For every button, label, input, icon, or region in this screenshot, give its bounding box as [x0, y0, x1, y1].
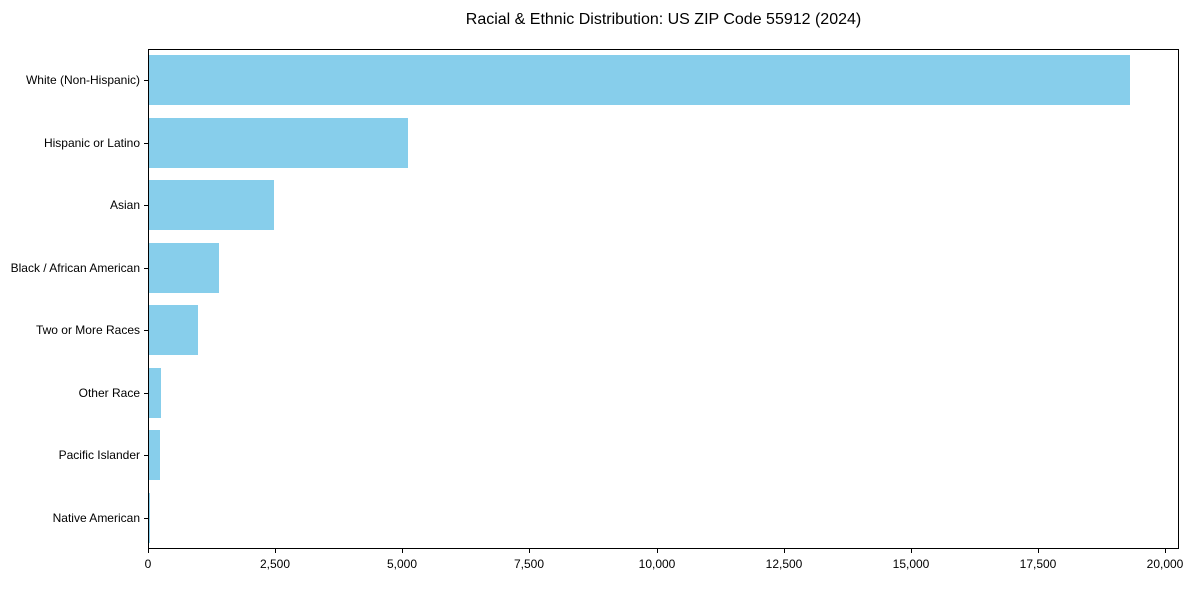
- x-tick-mark: [402, 549, 403, 553]
- y-tick-mark: [144, 80, 148, 81]
- x-tick-label: 2,500: [259, 557, 291, 571]
- y-tick-mark: [144, 205, 148, 206]
- x-tick-mark: [911, 549, 912, 553]
- x-tick-label: 7,500: [513, 557, 545, 571]
- x-tick-label: 0: [144, 557, 152, 571]
- chart-title: Racial & Ethnic Distribution: US ZIP Cod…: [465, 11, 862, 28]
- x-tick-mark: [657, 549, 658, 553]
- y-tick-mark: [144, 518, 148, 519]
- bar-black-african-american: [149, 242, 219, 293]
- y-tick-label-two-or-more-races: Two or More Races: [35, 323, 140, 337]
- bar-asian: [149, 180, 274, 231]
- y-tick-label-hispanic-or-latino: Hispanic or Latino: [43, 136, 140, 150]
- bar-native-american: [149, 492, 151, 543]
- x-tick-mark: [529, 549, 530, 553]
- y-tick-mark: [144, 143, 148, 144]
- x-tick-mark: [1165, 549, 1166, 553]
- y-tick-mark: [144, 268, 148, 269]
- bar-white-non-hispanic: [149, 55, 1131, 106]
- y-tick-label-other-race: Other Race: [78, 386, 140, 400]
- x-tick-label: 10,000: [638, 557, 676, 571]
- x-tick-mark: [148, 549, 149, 553]
- y-tick-label-native-american: Native American: [52, 511, 140, 525]
- y-tick-label-pacific-islander: Pacific Islander: [58, 448, 140, 462]
- x-tick-label: 20,000: [1146, 557, 1184, 571]
- plot-area: [148, 49, 1179, 549]
- y-tick-label-white-non-hispanic: White (Non-Hispanic): [25, 73, 140, 87]
- x-tick-label: 17,500: [1019, 557, 1057, 571]
- x-tick-label: 12,500: [765, 557, 803, 571]
- y-tick-mark: [144, 455, 148, 456]
- y-tick-label-asian: Asian: [109, 198, 140, 212]
- bar-two-or-more-races: [149, 305, 198, 356]
- bar-other-race: [149, 367, 162, 418]
- x-tick-mark: [275, 549, 276, 553]
- x-tick-mark: [784, 549, 785, 553]
- bar-hispanic-or-latino: [149, 117, 409, 168]
- y-tick-mark: [144, 330, 148, 331]
- x-tick-mark: [1038, 549, 1039, 553]
- x-tick-label: 15,000: [892, 557, 930, 571]
- bar-pacific-islander: [149, 430, 161, 481]
- y-tick-mark: [144, 393, 148, 394]
- y-tick-label-black-african-american: Black / African American: [10, 261, 140, 275]
- x-tick-label: 5,000: [386, 557, 418, 571]
